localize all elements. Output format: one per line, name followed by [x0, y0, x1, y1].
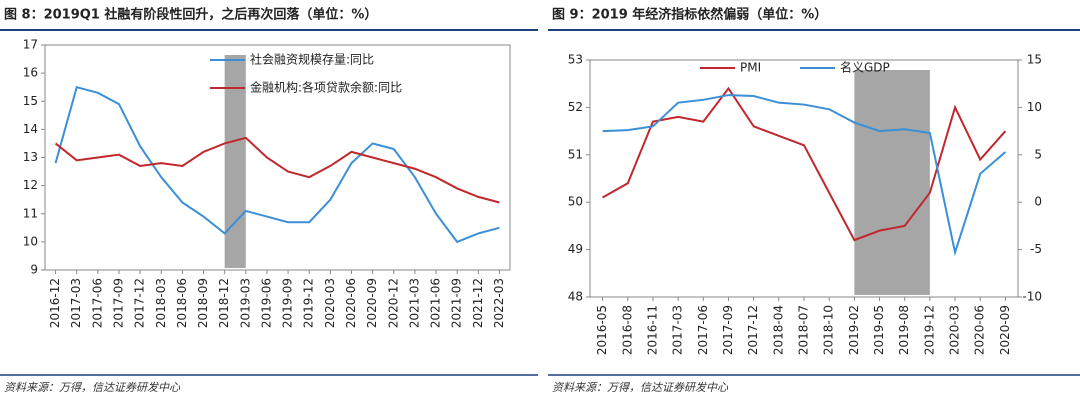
- x-tick-label: 2020-03: [948, 305, 962, 355]
- x-tick-label: 2020-12: [386, 278, 400, 328]
- x-tick-label: 2019-02: [847, 305, 861, 355]
- legend-label: PMI: [740, 61, 761, 75]
- y2-tick-label: -10: [1022, 290, 1042, 304]
- x-tick-label: 2019-09: [281, 278, 295, 328]
- y2-tick-label: -5: [1030, 242, 1042, 256]
- chart-title: 图 9：2019 年经济指标依然偏弱（单位：%）: [552, 7, 827, 23]
- legend-label: 金融机构:各项贷款余额:同比: [250, 80, 402, 95]
- x-tick-label: 2020-03: [323, 278, 337, 328]
- x-tick-label: 2019-03: [238, 278, 252, 328]
- x-tick-label: 2021-06: [429, 278, 443, 328]
- y-tick-label: 10: [23, 234, 38, 248]
- x-tick-label: 2016-11: [645, 305, 659, 355]
- series-line: [602, 94, 1007, 257]
- x-tick-label: 2018-09: [196, 278, 210, 328]
- y-tick-label: 11: [23, 206, 38, 220]
- x-tick-label: 2017-09: [111, 278, 125, 328]
- y-tick-label: 13: [23, 150, 38, 164]
- x-tick-label: 2020-06: [973, 305, 987, 355]
- x-tick-label: 2018-03: [154, 278, 168, 328]
- y-tick-label: 48: [568, 290, 583, 304]
- x-tick-label: 2017-06: [90, 278, 104, 328]
- y-tick-label: 50: [568, 195, 583, 209]
- y-tick-label: 52: [568, 100, 583, 114]
- x-tick-label: 2017-12: [133, 278, 147, 328]
- x-tick-label: 2019-08: [897, 305, 911, 355]
- x-tick-label: 2021-03: [407, 278, 421, 328]
- shaded-period: [854, 70, 930, 295]
- y2-tick-label: 15: [1027, 53, 1042, 67]
- source-note: 资料来源：万得，信达证券研发中心: [552, 381, 729, 394]
- y-tick-label: 53: [568, 53, 583, 67]
- x-tick-label: 2017-03: [671, 305, 685, 355]
- y-tick-label: 17: [23, 38, 38, 52]
- x-tick-label: 2018-06: [175, 278, 189, 328]
- y-tick-label: 16: [23, 66, 38, 80]
- series-line: [602, 86, 1007, 242]
- y-tick-label: 15: [23, 94, 38, 108]
- y2-tick-label: 10: [1027, 100, 1042, 114]
- x-tick-label: 2018-04: [771, 305, 785, 355]
- x-tick-label: 2017-03: [69, 278, 83, 328]
- y2-tick-label: 5: [1034, 147, 1042, 161]
- y2-tick-label: 0: [1034, 195, 1042, 209]
- plot-frame: [44, 44, 511, 271]
- x-tick-label: 2017-09: [721, 305, 735, 355]
- x-tick-label: 2022-03: [492, 278, 506, 328]
- x-tick-label: 2019-06: [259, 278, 273, 328]
- plot-frame: [589, 59, 1019, 298]
- legend-label: 名义GDP: [840, 60, 890, 75]
- x-tick-label: 2020-09: [365, 278, 379, 328]
- y-tick-label: 9: [30, 263, 38, 277]
- series-line: [54, 85, 500, 244]
- shaded-period: [224, 55, 246, 268]
- series-line: [54, 136, 500, 204]
- x-tick-label: 2017-12: [746, 305, 760, 355]
- legend-label: 社会融资规模存量:同比: [250, 52, 374, 67]
- y-tick-label: 49: [568, 242, 583, 256]
- x-tick-label: 2019-05: [872, 305, 886, 355]
- x-tick-label: 2018-12: [217, 278, 231, 328]
- x-tick-label: 2020-09: [998, 305, 1012, 355]
- y-tick-label: 14: [23, 122, 38, 136]
- x-tick-label: 2021-12: [471, 278, 485, 328]
- x-tick-label: 2016-12: [48, 278, 62, 328]
- x-tick-label: 2017-06: [696, 305, 710, 355]
- x-tick-label: 2021-09: [450, 278, 464, 328]
- x-tick-label: 2016-05: [595, 305, 609, 355]
- y-tick-label: 12: [23, 178, 38, 192]
- x-tick-label: 2018-07: [797, 305, 811, 355]
- x-tick-label: 2019-12: [302, 278, 316, 328]
- chart-title: 图 8：2019Q1 社融有阶段性回升，之后再次回落（单位：%）: [4, 7, 377, 23]
- x-tick-label: 2018-10: [822, 305, 836, 355]
- y-tick-label: 51: [568, 147, 583, 161]
- x-tick-label: 2020-06: [344, 278, 358, 328]
- x-tick-label: 2019-12: [922, 305, 936, 355]
- x-tick-label: 2016-08: [620, 305, 634, 355]
- source-note: 资料来源：万得，信达证券研发中心: [4, 381, 181, 394]
